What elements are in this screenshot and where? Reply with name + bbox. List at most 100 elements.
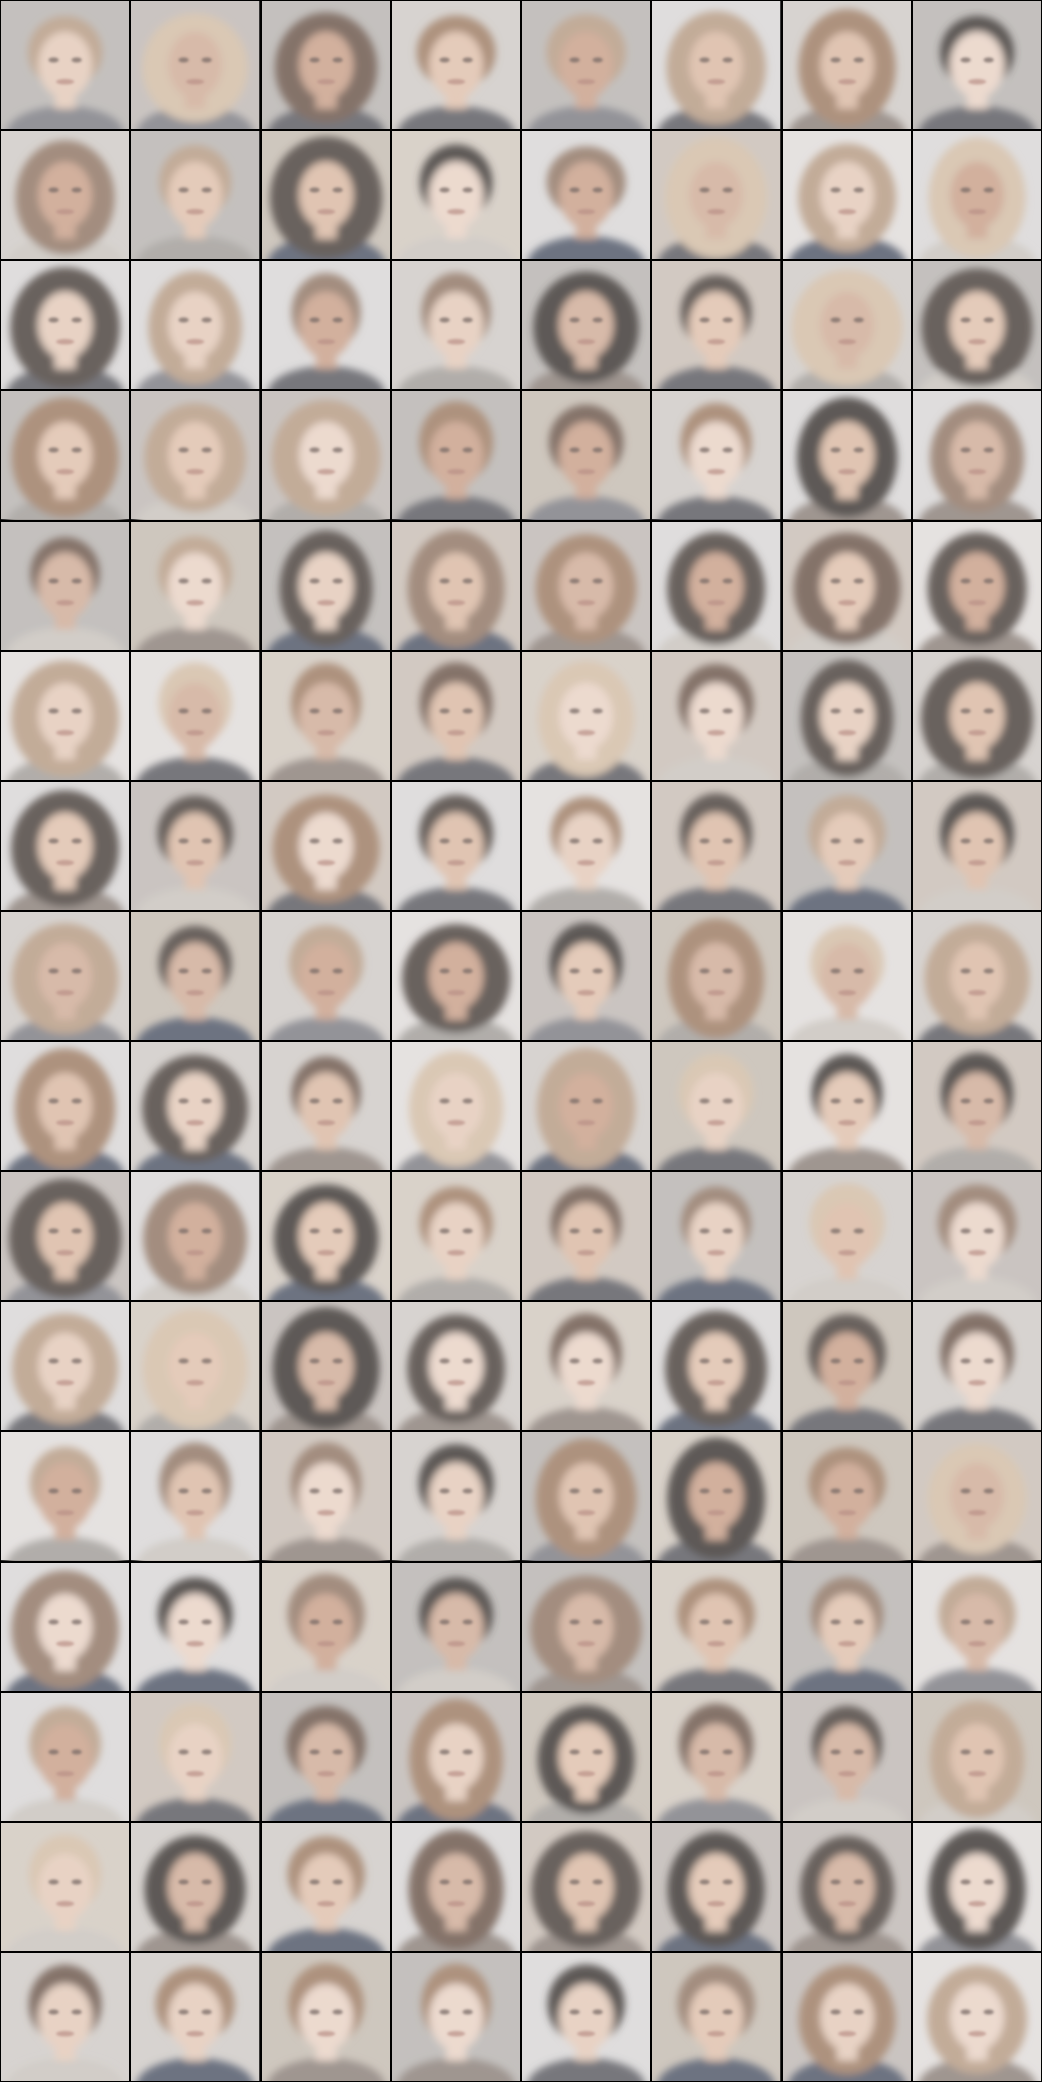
face-tile (652, 1172, 781, 1301)
face-image (912, 781, 1041, 910)
face-image (522, 1432, 651, 1561)
face-image (912, 1952, 1041, 2081)
face-tile (782, 911, 911, 1040)
face-image (261, 911, 390, 1040)
face-image (1, 131, 130, 260)
face-image (652, 131, 781, 260)
face-image (782, 1432, 911, 1561)
face-tile (261, 911, 390, 1040)
face-tile (782, 1042, 911, 1171)
face-image (912, 131, 1041, 260)
face-tile (261, 131, 390, 260)
face-image (912, 1432, 1041, 1561)
face-tile (1, 1432, 130, 1561)
face-image (652, 261, 781, 390)
face-tile (391, 1952, 520, 2081)
face-image (1, 391, 130, 520)
face-image (391, 1432, 520, 1561)
face-image (131, 781, 260, 910)
face-image (782, 1952, 911, 2081)
face-tile (652, 1562, 781, 1691)
face-tile (391, 1692, 520, 1821)
face-tile (261, 1952, 390, 2081)
face-tile (261, 1432, 390, 1561)
face-image (522, 1172, 651, 1301)
face-tile (652, 911, 781, 1040)
face-image (261, 261, 390, 390)
face-tile (391, 1822, 520, 1951)
face-image (1, 1172, 130, 1301)
face-image (391, 1692, 520, 1821)
face-image (131, 261, 260, 390)
face-tile (1, 1822, 130, 1951)
face-image (391, 1302, 520, 1431)
face-tile (912, 521, 1041, 650)
face-image (522, 781, 651, 910)
face-tile (131, 521, 260, 650)
face-image (912, 1042, 1041, 1171)
face-image (1, 1302, 130, 1431)
face-image (652, 651, 781, 780)
face-tile (131, 1302, 260, 1431)
face-image (912, 521, 1041, 650)
face-tile (522, 1, 651, 130)
face-image (391, 781, 520, 910)
face-tile (131, 1562, 260, 1691)
face-image (391, 1042, 520, 1171)
face-image (391, 1822, 520, 1951)
face-tile (131, 1172, 260, 1301)
face-tile (652, 781, 781, 910)
face-tile (652, 521, 781, 650)
face-tile (522, 1172, 651, 1301)
face-tile (1, 1692, 130, 1821)
face-image (391, 131, 520, 260)
face-image (131, 1172, 260, 1301)
face-tile (782, 1, 911, 130)
face-tile (391, 261, 520, 390)
face-tile (131, 1042, 260, 1171)
face-image (391, 1172, 520, 1301)
face-tile (261, 1562, 390, 1691)
face-image (261, 1822, 390, 1951)
face-tile (261, 781, 390, 910)
face-tile (652, 1432, 781, 1561)
face-image (652, 1042, 781, 1171)
face-tile (782, 1822, 911, 1951)
face-image (261, 521, 390, 650)
face-tile (912, 781, 1041, 910)
face-image (391, 1, 520, 130)
face-image (652, 1822, 781, 1951)
face-tile (391, 911, 520, 1040)
face-image (652, 1952, 781, 2081)
face-image (782, 131, 911, 260)
face-tile (261, 1, 390, 130)
face-tile (131, 651, 260, 780)
face-image (1, 1, 130, 130)
face-image (261, 781, 390, 910)
face-image (1, 781, 130, 910)
face-image (782, 1042, 911, 1171)
face-image (131, 521, 260, 650)
face-image (782, 1172, 911, 1301)
face-image (261, 131, 390, 260)
face-tile (912, 131, 1041, 260)
face-tile (912, 651, 1041, 780)
face-tile (131, 1432, 260, 1561)
face-tile (261, 261, 390, 390)
face-tile (782, 781, 911, 910)
face-tile (782, 1562, 911, 1691)
face-image (261, 1172, 390, 1301)
face-tile (261, 1692, 390, 1821)
face-tile (782, 261, 911, 390)
face-tile (912, 1302, 1041, 1431)
face-tile (782, 1432, 911, 1561)
face-tile (522, 911, 651, 1040)
face-tile (912, 1692, 1041, 1821)
face-tile (652, 261, 781, 390)
face-tile (131, 131, 260, 260)
face-image (652, 911, 781, 1040)
face-tile (522, 1822, 651, 1951)
face-tile (261, 391, 390, 520)
face-tile (1, 781, 130, 910)
face-image (391, 911, 520, 1040)
